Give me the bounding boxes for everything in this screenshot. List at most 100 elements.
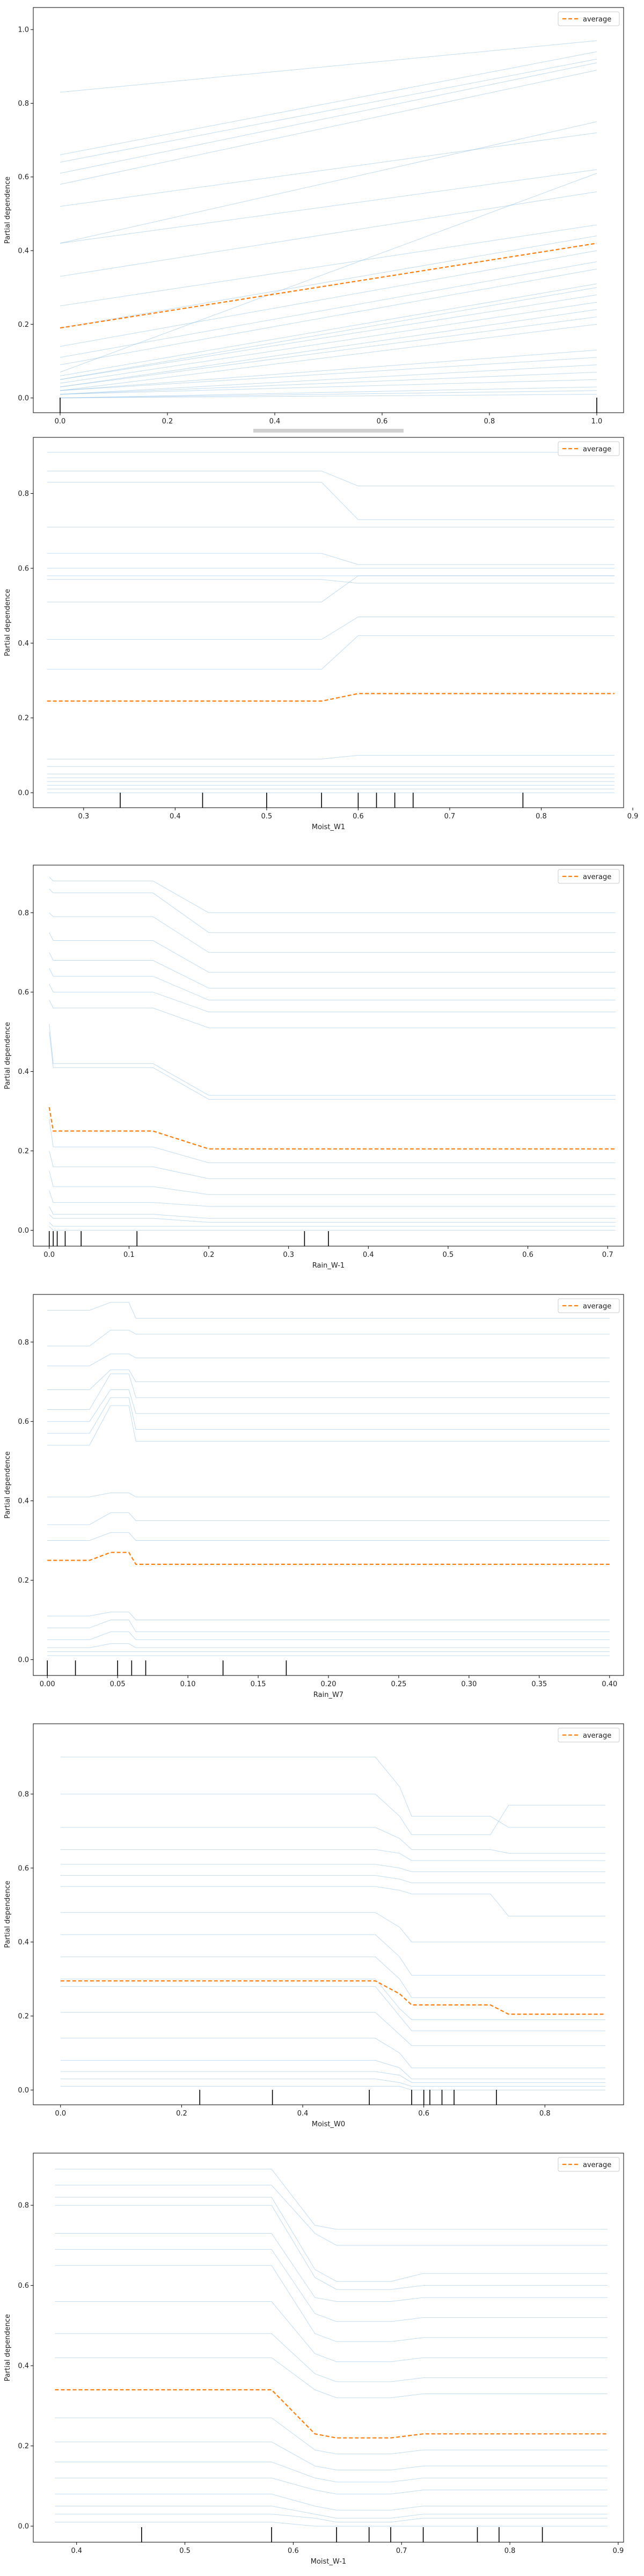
ice-line: [55, 2233, 608, 2302]
x-axis: 0.00 0.05 0.10 0.15 0.20 0.25 0.30 0.35 0.40: [40, 1675, 617, 1688]
ice-line: [47, 1620, 610, 1633]
y-tick-label: 0.2: [18, 321, 29, 329]
y-tick-label: 0.4: [18, 2362, 29, 2370]
x-axis: 0.3 0.4 0.5 0.6 0.7 0.8 0.9: [78, 808, 638, 821]
ice-line: [49, 1214, 616, 1223]
legend-label: average: [583, 873, 611, 881]
ice-line: [55, 2514, 608, 2523]
legend: average: [558, 11, 620, 26]
ice-line: [60, 349, 597, 391]
ice-line: [60, 357, 597, 391]
ice-line: [55, 2441, 608, 2470]
x-axis: 0.0 0.2 0.4 0.6 0.8: [55, 2105, 551, 2118]
x-axis-label: Moist_W0: [312, 2120, 345, 2128]
ice-line: [60, 2071, 606, 2083]
legend-box: [558, 441, 620, 456]
ice-line: [60, 173, 597, 372]
y-tick-label: 0.8: [18, 2202, 29, 2210]
ice-line: [55, 2477, 608, 2494]
ice-line: [60, 1794, 606, 1835]
ice-line: [60, 1864, 606, 1872]
chart-panel-4: 0.00 0.05 0.10 0.15 0.20 0.25 0.30 0.35 0.400.00…: [4, 1294, 624, 1699]
ice-line: [60, 1956, 606, 1998]
ice-line: [60, 294, 597, 380]
ice-line: [60, 250, 597, 347]
ice-line: [60, 132, 597, 207]
x-tick-label: 0.25: [391, 1680, 406, 1688]
ice-line: [60, 62, 597, 174]
legend-label: average: [583, 2161, 611, 2169]
x-axis: 0.0 0.1 0.2 0.3 0.4 0.5 0.6 0.7: [43, 1246, 613, 1259]
x-tick-label: 0.35: [531, 1680, 547, 1688]
x-tick-label: 0.7: [396, 2547, 407, 2555]
legend: average: [558, 441, 620, 456]
ice-line: [60, 394, 597, 398]
legend-label: average: [583, 16, 611, 24]
average-line: [47, 1552, 610, 1565]
ice-line: [47, 1302, 610, 1319]
ice-line: [49, 1170, 616, 1195]
ice-line: [49, 1023, 616, 1096]
ice-line: [47, 1330, 610, 1346]
x-axis: 0.0 0.2 0.4 0.6 0.8 1.0: [55, 413, 603, 426]
ice-line: [55, 2493, 608, 2511]
ice-line: [55, 2333, 608, 2382]
ice-line: [49, 1226, 616, 1231]
x-tick-label: 0.5: [179, 2547, 191, 2555]
x-axis-label: Moist_W1: [312, 823, 345, 831]
chart-panel-3: 0.0 0.1 0.2 0.3 0.4 0.5 0.6 0.7 0.0 0.2 0.4 0.6 0.8 R…: [4, 865, 624, 1270]
ice-line: [60, 1875, 606, 1883]
ice-line: [60, 1979, 606, 2020]
ice-lines: [47, 1302, 610, 1656]
y-tick-label: 0.0: [18, 2523, 29, 2531]
ice-line: [47, 1353, 610, 1366]
ice-line: [60, 317, 597, 387]
rug-marks: [60, 398, 597, 413]
y-tick-label: 0.0: [18, 1227, 29, 1235]
y-tick-label: 0.8: [18, 1338, 29, 1346]
ice-line: [49, 1222, 616, 1227]
x-tick-label: 0.4: [170, 813, 181, 821]
y-axis-label: Partial dependence: [4, 589, 12, 656]
average-line: [60, 243, 597, 329]
legend: average: [558, 2157, 620, 2172]
ice-line: [55, 2205, 608, 2290]
ice-line: [47, 1389, 610, 1422]
ice-line: [60, 1912, 606, 1943]
ice-line: [47, 575, 614, 603]
ice-line: [60, 51, 597, 155]
y-axis: 0.0 0.2 0.4 0.6 0.8 1.0: [18, 26, 33, 402]
ice-line: [60, 372, 597, 395]
ice-line: [49, 1206, 616, 1219]
y-tick-label: 0.0: [18, 1656, 29, 1664]
ice-line: [60, 390, 597, 398]
ice-line: [60, 121, 597, 244]
x-tick-label: 1.0: [591, 418, 603, 426]
rug-marks: [120, 793, 524, 808]
x-tick-label: 0.6: [377, 418, 388, 426]
ice-line: [47, 553, 614, 565]
chart-panel-1: 0.0 0.2 0.4 0.6 0.8 1.0 0.0 0.2 0.4 0.6 0.8 1.0 Part…: [4, 7, 624, 433]
ice-line: [49, 932, 616, 973]
ice-line: [49, 1000, 616, 1028]
y-tick-label: 0.6: [18, 565, 29, 573]
chart-panel-6: 0.4 0.5 0.6 0.7 0.8 0.9 0.0 0.2 0.4 0.6 0.8 Moist_W…: [4, 2153, 624, 2566]
x-tick-label: 0.7: [444, 813, 456, 821]
ice-line: [55, 2249, 608, 2322]
ice-line: [60, 1886, 606, 1916]
ice-line: [47, 1397, 610, 1434]
x-tick-label: 0.05: [110, 1680, 126, 1688]
ice-line: [60, 324, 597, 391]
x-tick-label: 0.2: [176, 2110, 187, 2118]
x-tick-label: 0.7: [602, 1251, 613, 1259]
ice-line: [60, 268, 597, 365]
ice-line: [60, 287, 597, 380]
y-tick-label: 0.6: [18, 2282, 29, 2290]
ice-line: [60, 169, 597, 244]
y-axis-label: Partial dependence: [4, 1451, 12, 1518]
x-tick-label: 0.40: [602, 1680, 617, 1688]
legend-label: average: [583, 1302, 611, 1311]
y-tick-label: 1.0: [18, 26, 29, 34]
x-axis-label-illegible: [253, 429, 404, 433]
